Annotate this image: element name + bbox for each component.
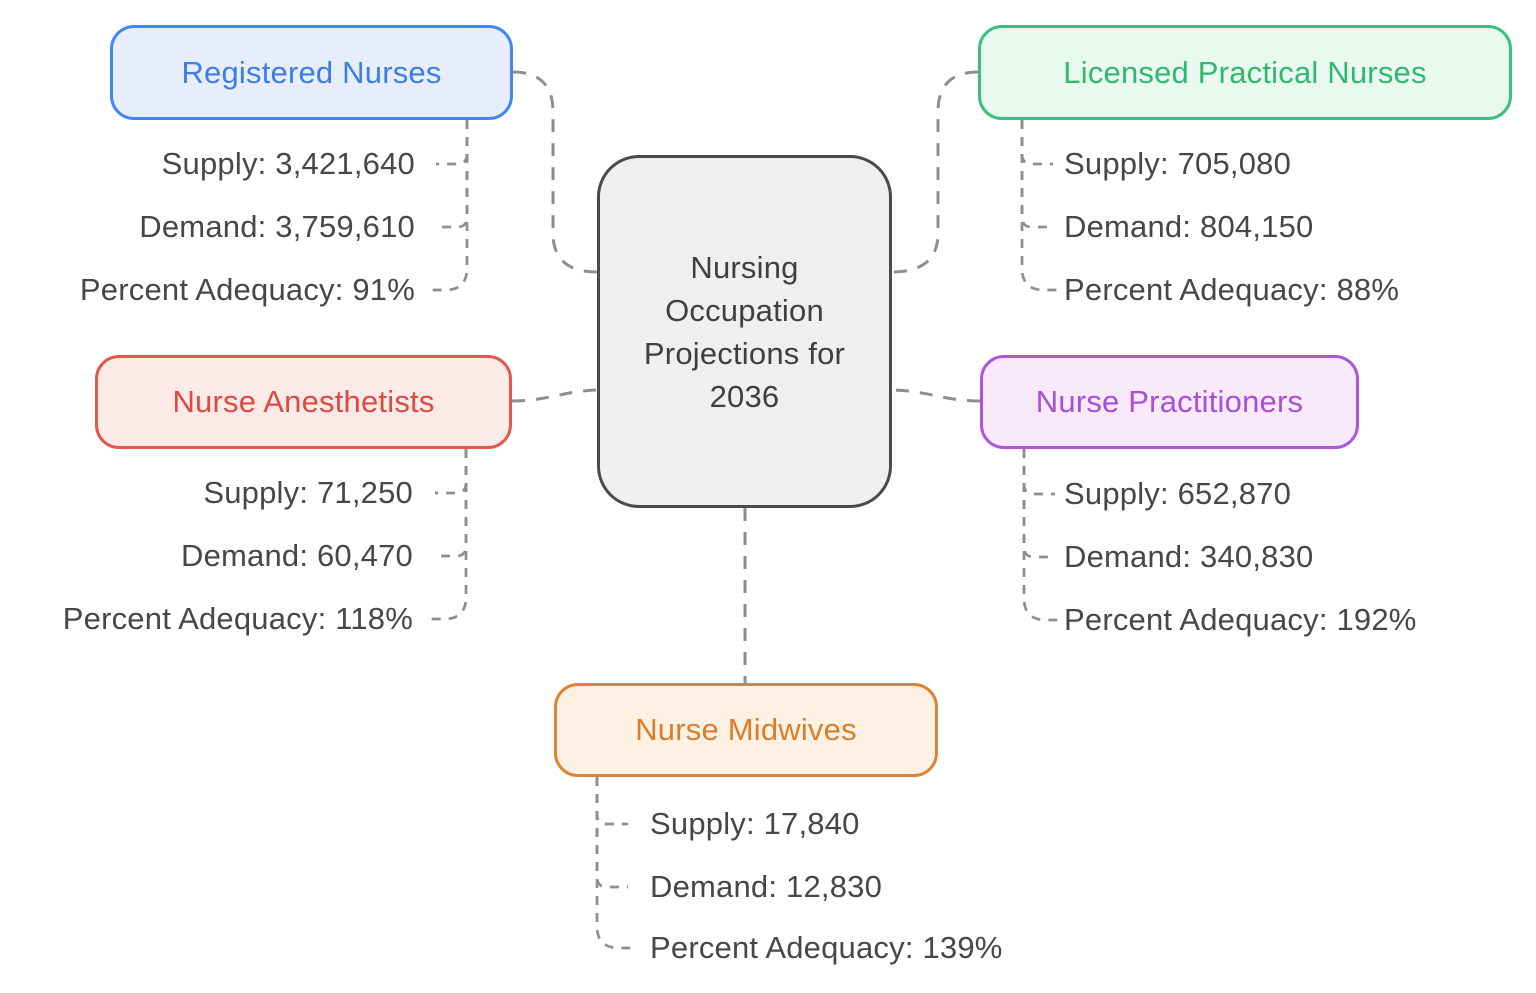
edge-leaf [430, 120, 469, 292]
leaf-supply-registered-nurses: Supply: 3,421,640 [161, 146, 415, 181]
center-node: Nursing Occupation Projections for 2036 [597, 155, 892, 508]
leaf-demand-nurse-midwives: Demand: 12,830 [650, 869, 883, 904]
leaf-demand-nurse-anesthetists: Demand: 60,470 [180, 538, 413, 573]
branch-box-nurse-practitioners: Nurse Practitioners [980, 355, 1359, 449]
edge-center-nurse-practitioners [891, 388, 981, 403]
leaf-demand-licensed-practical-nurses: Demand: 804,150 [1064, 209, 1314, 244]
branch-box-nurse-anesthetists: Nurse Anesthetists [95, 355, 512, 449]
edge-leaf [1022, 449, 1055, 496]
edge-leaf [1020, 120, 1053, 229]
edge-leaf [435, 449, 468, 558]
leaf-demand-registered-nurses: Demand: 3,759,610 [139, 209, 415, 244]
leaf-percent-adequacy-registered-nurses: Percent Adequacy: 91% [79, 272, 415, 307]
leaf-percent-adequacy-nurse-practitioners: Percent Adequacy: 192% [1064, 602, 1417, 637]
leaf-percent-adequacy-nurse-midwives: Percent Adequacy: 139% [650, 930, 1003, 965]
edge-leaf [1020, 120, 1059, 292]
edge-leaf [436, 120, 469, 166]
branch-label: Nurse Midwives [635, 712, 857, 747]
edge-center-nurse-anesthetists [511, 388, 598, 403]
edge-leaf [595, 777, 628, 826]
branch-label: Nurse Anesthetists [172, 384, 435, 419]
edge-leaf [595, 777, 628, 889]
edge-center-licensed-practical-nurses [891, 70, 979, 274]
edge-leaf [435, 449, 468, 495]
edge-leaf [1022, 449, 1055, 559]
leaf-supply-licensed-practical-nurses: Supply: 705,080 [1064, 146, 1292, 181]
leaf-percent-adequacy-licensed-practical-nurses: Percent Adequacy: 88% [1064, 272, 1400, 307]
branch-label: Nurse Practitioners [1035, 384, 1304, 419]
leaf-supply-nurse-practitioners: Supply: 652,870 [1064, 476, 1292, 511]
center-title: Nursing Occupation Projections for 2036 [643, 249, 846, 414]
edge-leaf [429, 449, 468, 621]
branch-box-nurse-midwives: Nurse Midwives [554, 683, 938, 777]
edge-leaf [436, 120, 469, 229]
edge-center-registered-nurses [512, 70, 598, 274]
leaf-supply-nurse-anesthetists: Supply: 71,250 [203, 475, 413, 510]
leaf-percent-adequacy-nurse-anesthetists: Percent Adequacy: 118% [62, 601, 413, 636]
branch-label: Registered Nurses [181, 54, 442, 90]
edge-leaf [1022, 449, 1061, 622]
edge-leaf [1020, 120, 1053, 166]
leaf-supply-nurse-midwives: Supply: 17,840 [650, 806, 860, 841]
branch-label: Licensed Practical Nurses [1063, 54, 1427, 90]
edge-leaf [595, 777, 634, 950]
branch-box-licensed-practical-nurses: Licensed Practical Nurses [978, 25, 1512, 120]
branch-box-registered-nurses: Registered Nurses [110, 25, 513, 120]
leaf-demand-nurse-practitioners: Demand: 340,830 [1064, 539, 1314, 574]
